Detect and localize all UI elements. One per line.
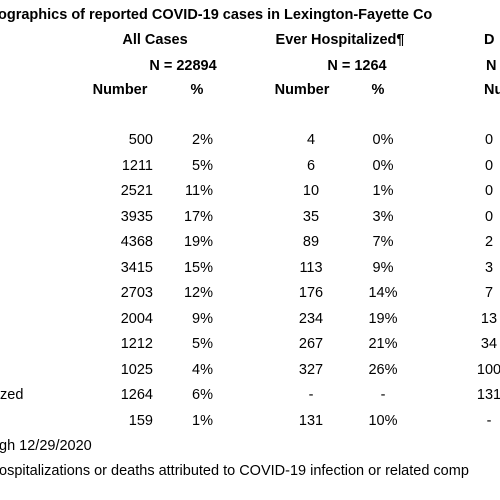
table-cell: 35 xyxy=(302,208,320,225)
table-cell: 267 xyxy=(298,336,324,352)
n-count: N = 1264 xyxy=(327,58,387,74)
table-cell: 3% xyxy=(372,208,394,225)
table-cell: 14% xyxy=(368,285,398,301)
table-cell: 5% xyxy=(192,336,213,352)
n-count: N = 22894 xyxy=(149,58,217,74)
table-cell: 7 xyxy=(484,285,494,301)
table-cell: 10% xyxy=(368,412,398,429)
column-header: Number xyxy=(274,82,330,98)
table-cell: 21% xyxy=(368,336,398,352)
table-cell: 12% xyxy=(183,285,213,301)
column-header: % xyxy=(371,82,385,98)
table-cell: 1212 xyxy=(120,336,153,352)
table-cell: 34 xyxy=(480,336,498,352)
table-cell: 500 xyxy=(128,132,153,148)
table-cell: 26% xyxy=(368,361,398,378)
table-cell: 0% xyxy=(372,157,394,174)
table-cell: 1025 xyxy=(120,361,153,378)
group-header: D xyxy=(484,32,495,48)
table-title: ographics of reported COVID-19 cases in … xyxy=(0,7,433,23)
table-cell: 9% xyxy=(372,259,394,276)
table-cell: 13 xyxy=(480,310,498,327)
footnote: gh 12/29/2020 xyxy=(0,438,92,454)
table-cell: 6 xyxy=(306,157,316,174)
table-cell: 4368 xyxy=(120,234,153,250)
table-cell: 327 xyxy=(298,361,324,378)
table-cell: 100 xyxy=(476,361,500,378)
column-header: % xyxy=(190,82,204,98)
column-header: Numb xyxy=(484,82,500,98)
table-cell: 2004 xyxy=(120,310,153,327)
table-cell: 5% xyxy=(192,157,213,174)
table-cell: - xyxy=(308,387,314,403)
table-cell: - xyxy=(380,387,386,403)
column-header: Number xyxy=(92,82,148,98)
table-cell: 234 xyxy=(298,310,324,327)
footnote: ospitalizations or deaths attributed to … xyxy=(0,463,469,479)
table-cell: 0 xyxy=(484,183,494,199)
group-header: Ever Hospitalized¶ xyxy=(275,32,405,48)
table-cell: 0 xyxy=(484,157,494,174)
table-cell: 0 xyxy=(484,208,494,225)
table-cell: 131 xyxy=(298,412,324,429)
table-cell: 7% xyxy=(372,234,394,250)
table-cell: 10 xyxy=(302,183,320,199)
table-cell: 1264 xyxy=(120,387,153,403)
table-cell: 2 xyxy=(484,234,494,250)
table-cell: 176 xyxy=(298,285,324,301)
table-cell: 17% xyxy=(183,208,213,225)
table-cell: 1211 xyxy=(121,157,153,174)
group-header: All Cases xyxy=(122,32,188,48)
table-cell: 2703 xyxy=(120,285,153,301)
table-cell: 6% xyxy=(192,387,213,403)
table-cell: 0% xyxy=(372,132,394,148)
table-cell: 89 xyxy=(302,234,320,250)
table-cell: 113 xyxy=(299,259,323,276)
table-cell: 4 xyxy=(306,132,316,148)
row-label: zed xyxy=(0,387,24,403)
table-cell: 19% xyxy=(183,234,213,250)
table-cell: 4% xyxy=(192,361,213,378)
table-cell: 159 xyxy=(128,412,153,429)
table-cell: 3935 xyxy=(120,208,153,225)
table-cell: 0 xyxy=(484,132,494,148)
table-cell: 2521 xyxy=(120,183,153,199)
table-cell: 1% xyxy=(372,183,394,199)
table-cell: 3415 xyxy=(120,259,153,276)
table-cell: 2% xyxy=(192,132,213,148)
table-cell: 1% xyxy=(192,412,213,429)
table-cell: 15% xyxy=(183,259,213,276)
table-cell: - xyxy=(486,412,492,429)
n-count: N xyxy=(486,58,497,74)
table-cell: 3 xyxy=(484,259,494,276)
table-cell: 131 xyxy=(476,387,500,403)
table-cell: 19% xyxy=(368,310,398,327)
table-cell: 11% xyxy=(185,183,213,199)
table-cell: 9% xyxy=(192,310,213,327)
